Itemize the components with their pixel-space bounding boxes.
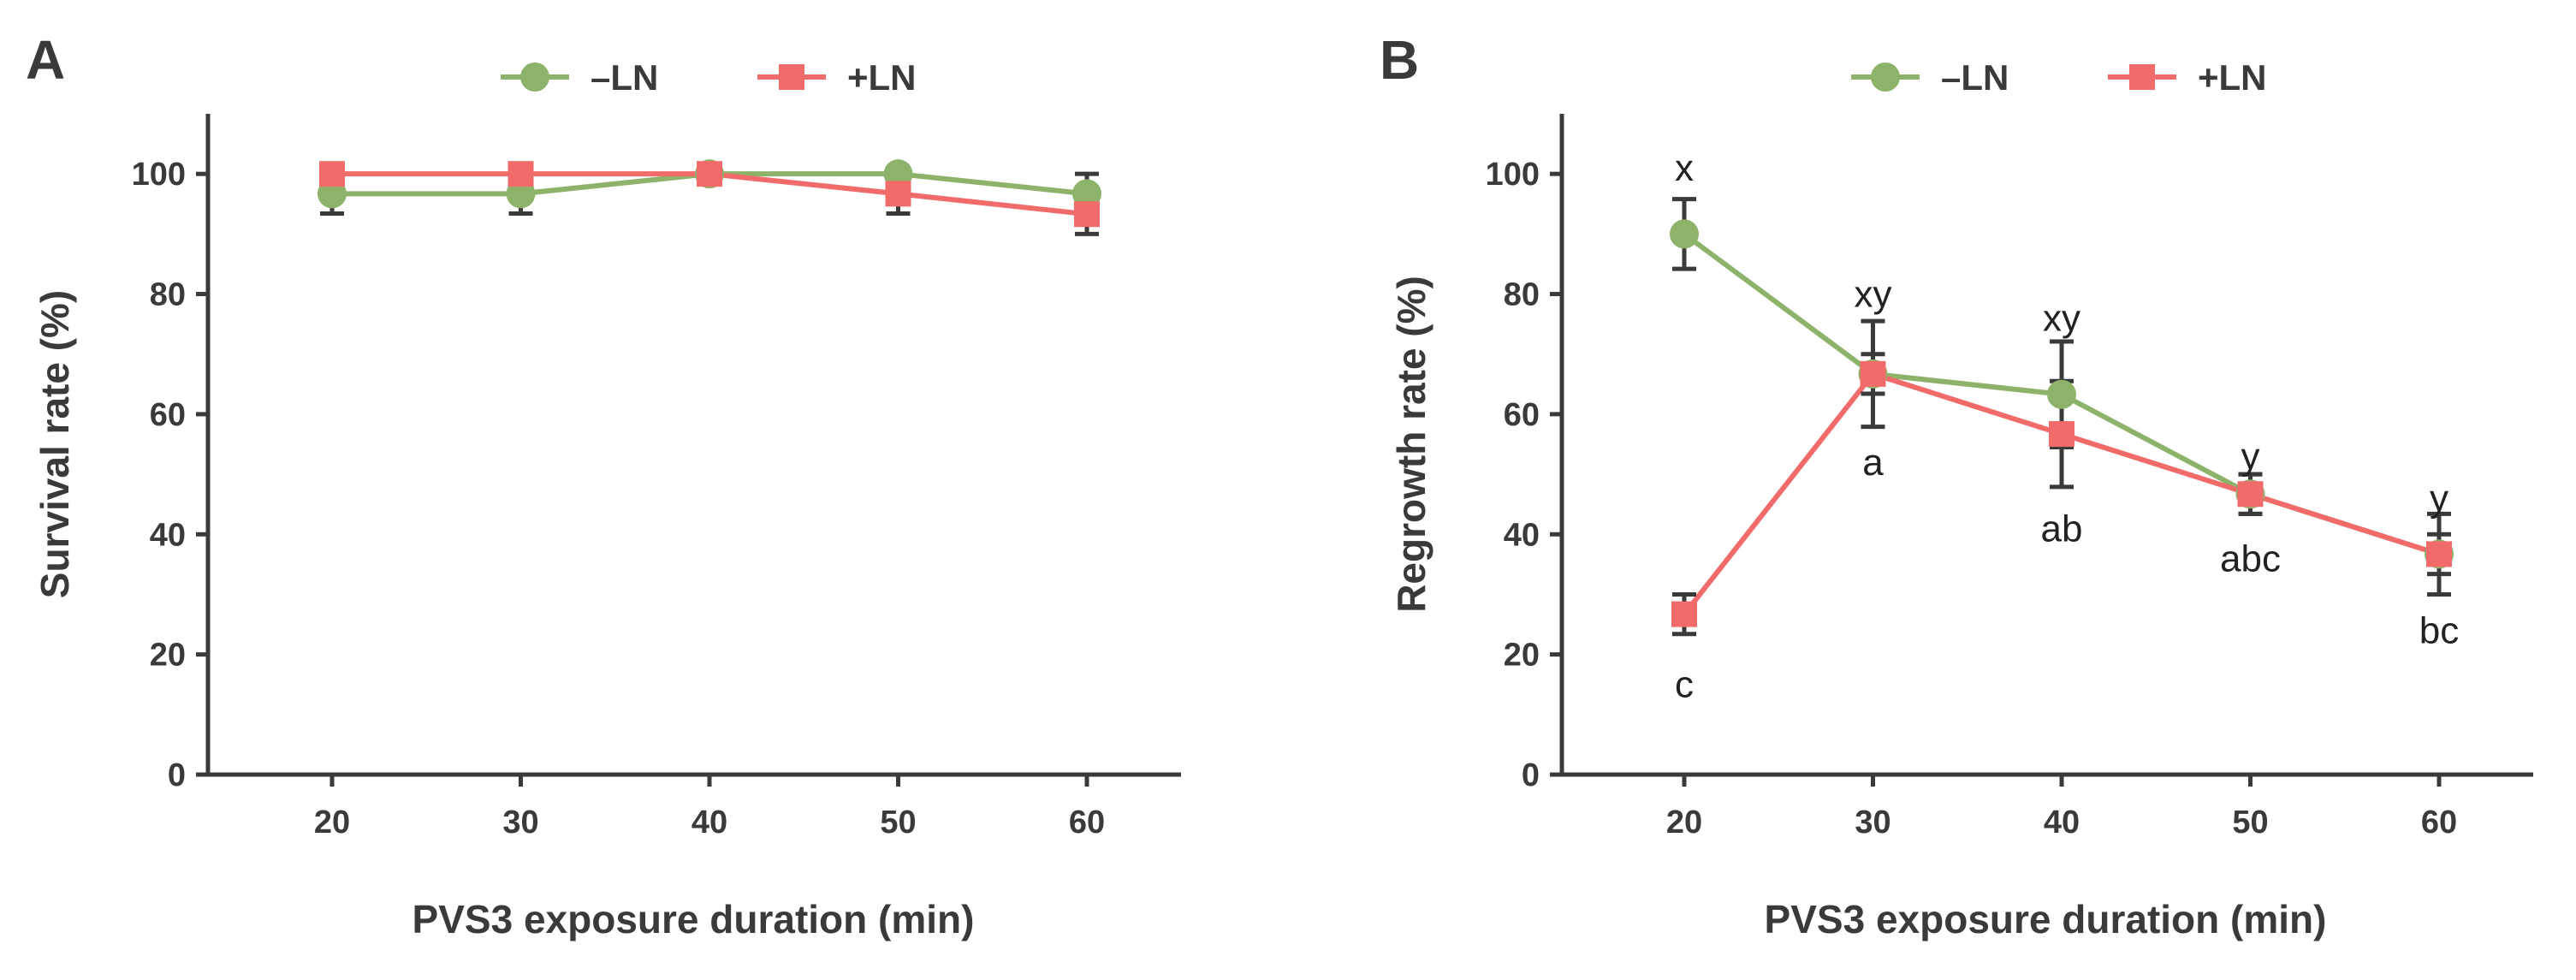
significance-label: a	[1862, 442, 1884, 484]
data-point-plus-ln	[319, 161, 345, 187]
data-point-plus-ln	[1860, 360, 1886, 387]
y-tick-label: 0	[168, 757, 186, 793]
significance-label: xy	[1855, 274, 1892, 316]
significance-label: y	[2241, 436, 2260, 478]
y-tick-label: 80	[1504, 277, 1540, 313]
y-tick-label: 0	[1522, 757, 1540, 793]
x-tick-label: 20	[314, 805, 350, 840]
panel-b: B –LN +LN 0 20 40 60 80 100 20 30 40 50 60 Regrow…	[1380, 29, 2533, 941]
x-ticks: 20 30 40 50 60	[1666, 775, 2457, 840]
panel-letter: B	[1380, 29, 1419, 91]
significance-label: ab	[2041, 508, 2083, 549]
legend-label-minus-ln: –LN	[1941, 57, 2009, 98]
y-axis-title: Survival rate (%)	[33, 290, 77, 598]
data-point-minus-ln	[2047, 379, 2076, 409]
legend: –LN +LN	[501, 57, 917, 98]
y-ticks: 0 20 40 60 80 100	[1486, 157, 1562, 793]
significance-label: xy	[2043, 298, 2080, 340]
y-ticks: 0 20 40 60 80 100	[132, 157, 208, 793]
legend-marker-plus-ln	[779, 64, 804, 90]
legend-label-plus-ln: +LN	[847, 57, 917, 98]
x-ticks: 20 30 40 50 60	[314, 775, 1105, 840]
significance-label: y	[2430, 478, 2448, 520]
significance-label: c	[1675, 664, 1694, 706]
plot-area	[318, 159, 1101, 236]
significance-label: bc	[2419, 610, 2459, 652]
data-point-plus-ln	[1671, 601, 1697, 627]
legend-marker-minus-ln	[1871, 62, 1900, 92]
x-tick-label: 30	[1855, 805, 1890, 840]
y-tick-label: 20	[150, 638, 186, 674]
legend-label-minus-ln: –LN	[591, 57, 658, 98]
legend: –LN +LN	[1851, 57, 2267, 98]
data-point-plus-ln	[2049, 421, 2074, 448]
data-point-plus-ln	[507, 161, 534, 187]
x-tick-label: 40	[2044, 805, 2080, 840]
data-point-minus-ln	[1072, 179, 1101, 209]
data-point-plus-ln	[885, 181, 911, 207]
data-point-minus-ln	[1670, 219, 1699, 249]
x-tick-label: 60	[2421, 805, 2457, 840]
y-tick-label: 80	[150, 277, 186, 313]
x-tick-label: 20	[1666, 805, 1702, 840]
x-tick-label: 30	[502, 805, 538, 840]
y-tick-label: 20	[1504, 638, 1540, 674]
y-tick-label: 40	[150, 517, 186, 553]
y-tick-label: 100	[1486, 157, 1540, 193]
plot-area: x xy xy y y c a ab abc bc	[1670, 147, 2459, 706]
legend-marker-plus-ln	[2129, 64, 2155, 90]
legend-label-plus-ln: +LN	[2198, 57, 2267, 98]
x-tick-label: 50	[880, 805, 916, 840]
panel-a: A –LN +LN 0 20 40 60 80 100 20 30 40 50 60 Surviv…	[26, 29, 1181, 941]
y-tick-label: 60	[1504, 397, 1540, 433]
y-axis-title: Regrowth rate (%)	[1389, 276, 1433, 613]
y-tick-label: 60	[150, 397, 186, 433]
x-axis-title: PVS3 exposure duration (min)	[413, 897, 975, 941]
x-tick-label: 50	[2232, 805, 2268, 840]
y-tick-label: 100	[132, 157, 186, 193]
data-point-plus-ln	[697, 161, 722, 187]
x-axis-title: PVS3 exposure duration (min)	[1765, 897, 2327, 941]
data-point-plus-ln	[2426, 541, 2452, 567]
panel-letter: A	[26, 29, 65, 91]
data-point-plus-ln	[2237, 481, 2264, 508]
significance-label: x	[1675, 147, 1694, 189]
legend-marker-minus-ln	[520, 62, 549, 92]
x-tick-label: 60	[1069, 805, 1105, 840]
data-point-plus-ln	[1074, 201, 1100, 228]
x-tick-label: 40	[691, 805, 727, 840]
y-tick-label: 40	[1504, 517, 1540, 553]
significance-label: abc	[2220, 538, 2281, 579]
